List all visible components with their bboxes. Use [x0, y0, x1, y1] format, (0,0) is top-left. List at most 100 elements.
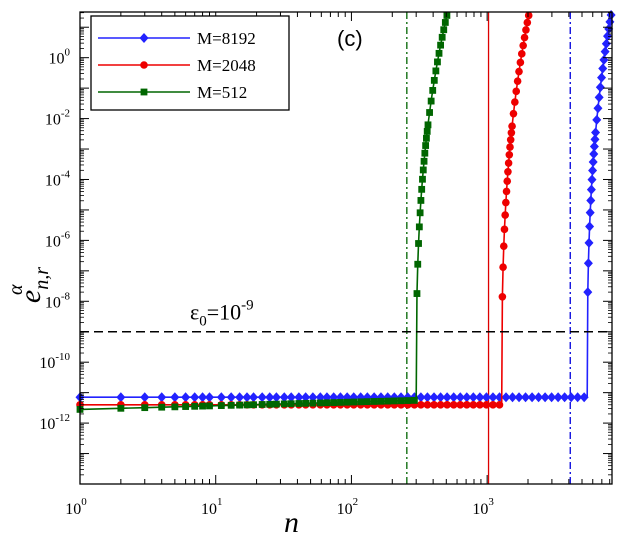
data-point — [586, 195, 596, 206]
data-point — [553, 392, 563, 403]
data-point — [585, 207, 595, 218]
data-point — [443, 401, 451, 409]
data-point — [601, 38, 611, 49]
data-point — [506, 135, 515, 144]
data-point — [592, 114, 602, 125]
data-point — [594, 92, 604, 103]
data-point — [424, 121, 432, 129]
data-point — [397, 397, 405, 405]
data-point — [515, 67, 523, 76]
data-point — [170, 392, 180, 403]
data-point — [140, 392, 150, 403]
data-point — [404, 397, 412, 404]
data-point — [488, 392, 498, 403]
data-point — [440, 26, 448, 34]
data-point — [421, 149, 429, 157]
data-point — [426, 109, 433, 116]
data-point — [236, 401, 244, 409]
data-point — [157, 392, 167, 403]
data-point — [462, 392, 472, 403]
data-point — [500, 225, 509, 234]
threshold-label: ε0=10-9 — [190, 298, 254, 330]
data-point — [508, 392, 518, 403]
data-point — [316, 399, 324, 407]
data-point — [427, 97, 435, 105]
data-point — [597, 72, 607, 83]
plot-frame — [79, 11, 613, 485]
data-point — [498, 293, 507, 301]
data-point — [476, 401, 484, 409]
data-point — [502, 198, 510, 207]
data-point — [415, 240, 422, 247]
data-point — [475, 392, 485, 403]
data-point — [419, 175, 426, 183]
data-point — [589, 141, 599, 152]
y-axis-title: en,rα — [5, 267, 53, 303]
data-point — [250, 401, 257, 409]
data-point — [527, 392, 537, 403]
data-point — [599, 54, 609, 65]
data-point — [437, 41, 444, 49]
data-point — [603, 31, 613, 42]
data-point — [579, 392, 589, 403]
data-point — [416, 209, 424, 217]
data-point — [595, 82, 605, 93]
data-point — [547, 392, 557, 403]
series-m-8192 — [75, 10, 616, 403]
data-point — [217, 402, 225, 409]
data-point — [410, 396, 418, 404]
data-point — [357, 398, 365, 406]
data-point — [414, 260, 422, 268]
data-point — [309, 399, 317, 407]
data-point — [504, 159, 513, 167]
data-point — [423, 128, 431, 135]
data-point — [226, 392, 236, 403]
data-point — [199, 402, 206, 410]
x-tick-label: 101 — [201, 496, 223, 518]
data-point — [116, 392, 126, 403]
data-point — [593, 103, 603, 114]
data-point — [190, 392, 200, 403]
data-point — [302, 399, 310, 407]
data-point — [363, 398, 371, 406]
data-point — [286, 392, 296, 403]
data-point — [586, 184, 596, 195]
data-point — [513, 77, 522, 85]
data-point — [191, 402, 199, 410]
svg-text:en,rα: en,rα — [5, 267, 53, 303]
data-point — [417, 401, 425, 409]
data-point — [271, 392, 281, 403]
legend-label: M=512 — [197, 83, 247, 102]
data-point — [438, 33, 446, 41]
data-point — [429, 392, 439, 403]
data-point — [258, 401, 266, 408]
data-point — [505, 151, 514, 159]
data-point — [600, 46, 610, 57]
data-point — [418, 185, 426, 193]
data-point — [456, 401, 465, 409]
y-tick-label: 10-4 — [45, 168, 71, 189]
data-point — [495, 401, 504, 409]
data-point — [524, 11, 533, 20]
data-point — [584, 237, 594, 248]
data-point — [198, 392, 208, 403]
data-point — [181, 392, 191, 403]
data-point — [140, 61, 148, 69]
legend-box — [90, 15, 290, 111]
data-point — [430, 76, 438, 84]
data-point — [140, 88, 148, 96]
data-point — [182, 403, 190, 410]
data-point — [350, 398, 358, 406]
data-point — [508, 122, 516, 130]
series-layer — [75, 10, 616, 413]
data-point — [436, 401, 445, 409]
data-point — [587, 174, 597, 185]
data-point — [517, 50, 526, 58]
data-point — [501, 392, 511, 403]
data-point — [583, 258, 593, 269]
data-point — [566, 392, 576, 403]
data-point — [429, 87, 437, 94]
data-point — [573, 392, 583, 403]
data-point — [257, 392, 267, 403]
data-point — [423, 401, 432, 409]
